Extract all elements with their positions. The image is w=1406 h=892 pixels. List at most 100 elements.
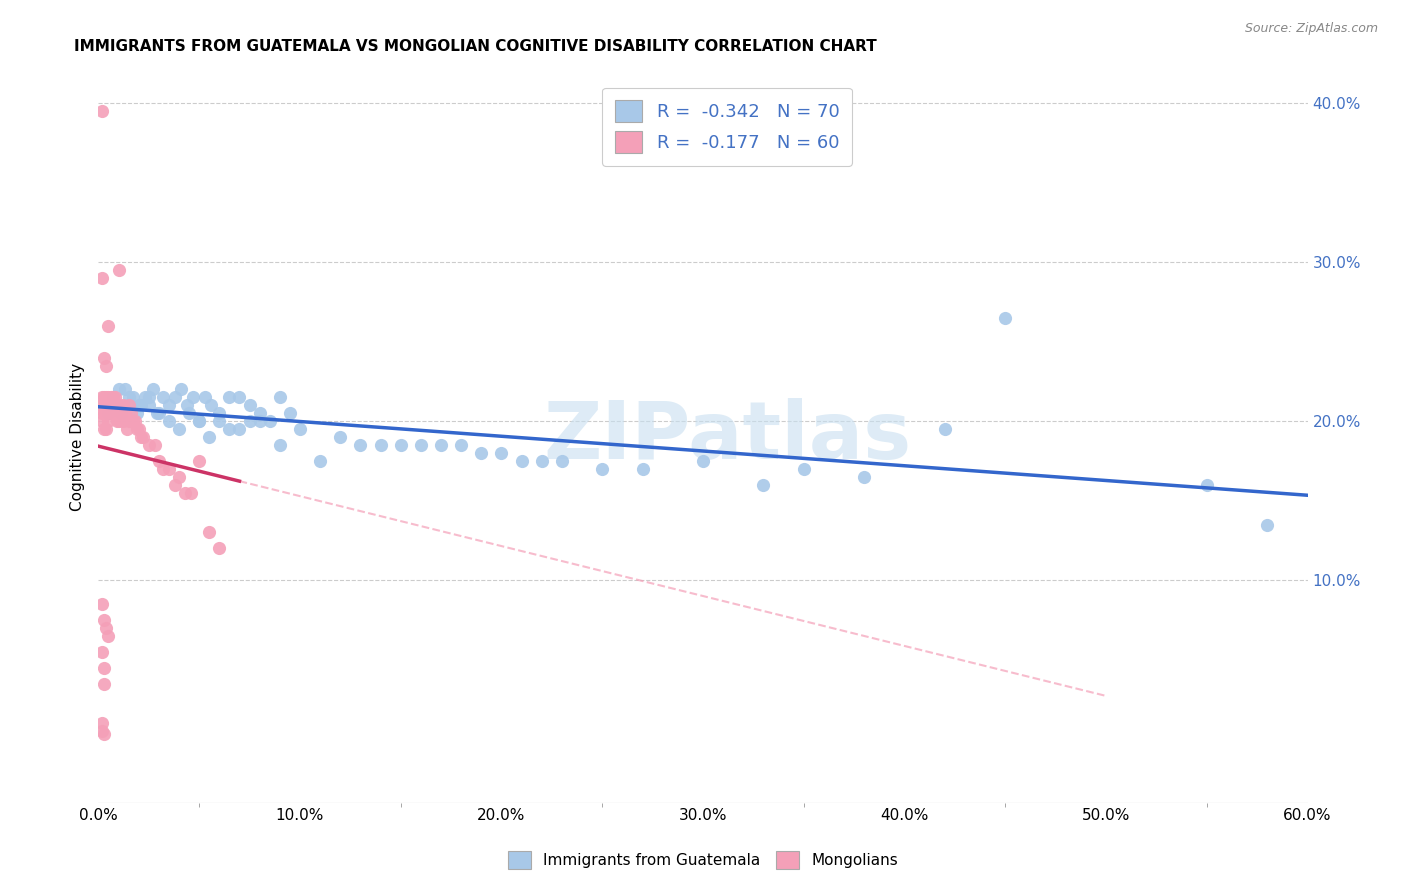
- Point: [105, 414, 128, 428]
- Point: [143, 438, 166, 452]
- Point: [93, 398, 115, 412]
- Point: [1195, 477, 1218, 491]
- Point: [259, 414, 281, 428]
- Point: [152, 390, 174, 404]
- Point: [853, 470, 876, 484]
- Point: [96, 621, 118, 635]
- Point: [631, 462, 654, 476]
- Point: [91, 271, 114, 285]
- Point: [157, 414, 180, 428]
- Point: [163, 477, 186, 491]
- Legend: Immigrants from Guatemala, Mongolians: Immigrants from Guatemala, Mongolians: [502, 845, 904, 875]
- Point: [128, 398, 150, 412]
- Point: [96, 390, 118, 404]
- Point: [239, 414, 262, 428]
- Point: [111, 398, 134, 412]
- Point: [93, 351, 115, 365]
- Point: [107, 383, 129, 397]
- Point: [138, 438, 160, 452]
- Point: [107, 414, 129, 428]
- Point: [1256, 517, 1278, 532]
- Point: [934, 422, 956, 436]
- Point: [105, 398, 128, 412]
- Text: IMMIGRANTS FROM GUATEMALA VS MONGOLIAN COGNITIVE DISABILITY CORRELATION CHART: IMMIGRANTS FROM GUATEMALA VS MONGOLIAN C…: [75, 38, 877, 54]
- Point: [591, 462, 613, 476]
- Point: [278, 406, 301, 420]
- Point: [218, 422, 240, 436]
- Point: [91, 414, 114, 428]
- Text: ZIPatlas: ZIPatlas: [543, 398, 911, 476]
- Point: [96, 406, 118, 420]
- Point: [125, 422, 148, 436]
- Point: [146, 406, 169, 420]
- Point: [200, 398, 222, 412]
- Point: [118, 414, 141, 428]
- Point: [138, 390, 160, 404]
- Point: [450, 438, 472, 452]
- Point: [309, 454, 332, 468]
- Point: [430, 438, 453, 452]
- Point: [97, 318, 120, 333]
- Point: [188, 414, 211, 428]
- Point: [349, 438, 371, 452]
- Point: [198, 430, 221, 444]
- Point: [91, 597, 114, 611]
- Point: [110, 406, 132, 420]
- Point: [97, 414, 120, 428]
- Point: [97, 406, 120, 420]
- Point: [91, 406, 114, 420]
- Point: [249, 414, 271, 428]
- Point: [103, 390, 125, 404]
- Point: [148, 406, 170, 420]
- Point: [752, 477, 775, 491]
- Text: Source: ZipAtlas.com: Source: ZipAtlas.com: [1244, 22, 1378, 36]
- Point: [142, 383, 165, 397]
- Point: [470, 446, 492, 460]
- Point: [194, 390, 217, 404]
- Point: [174, 485, 197, 500]
- Point: [218, 390, 240, 404]
- Point: [157, 462, 180, 476]
- Point: [118, 390, 141, 404]
- Point: [91, 645, 114, 659]
- Point: [180, 485, 202, 500]
- Point: [188, 454, 211, 468]
- Point: [176, 398, 198, 412]
- Point: [97, 390, 120, 404]
- Point: [93, 422, 115, 436]
- Point: [138, 398, 160, 412]
- Point: [91, 716, 114, 731]
- Point: [793, 462, 815, 476]
- Point: [510, 454, 533, 468]
- Y-axis label: Cognitive Disability: Cognitive Disability: [69, 363, 84, 511]
- Point: [124, 414, 146, 428]
- Point: [129, 398, 152, 412]
- Point: [198, 525, 221, 540]
- Point: [101, 390, 124, 404]
- Point: [91, 724, 114, 739]
- Point: [110, 406, 132, 420]
- Point: [97, 629, 120, 643]
- Point: [288, 422, 311, 436]
- Point: [329, 430, 352, 444]
- Point: [105, 398, 128, 412]
- Point: [249, 406, 271, 420]
- Point: [134, 390, 156, 404]
- Point: [129, 430, 152, 444]
- Point: [101, 390, 124, 404]
- Point: [269, 438, 291, 452]
- Point: [228, 390, 250, 404]
- Point: [128, 422, 150, 436]
- Point: [91, 398, 114, 412]
- Point: [208, 541, 231, 556]
- Point: [121, 390, 143, 404]
- Point: [114, 406, 136, 420]
- Point: [530, 454, 553, 468]
- Point: [269, 390, 291, 404]
- Point: [114, 383, 136, 397]
- Point: [91, 390, 114, 404]
- Legend: R =  -0.342   N = 70, R =  -0.177   N = 60: R = -0.342 N = 70, R = -0.177 N = 60: [602, 87, 852, 166]
- Point: [101, 406, 124, 420]
- Point: [132, 430, 155, 444]
- Point: [179, 406, 201, 420]
